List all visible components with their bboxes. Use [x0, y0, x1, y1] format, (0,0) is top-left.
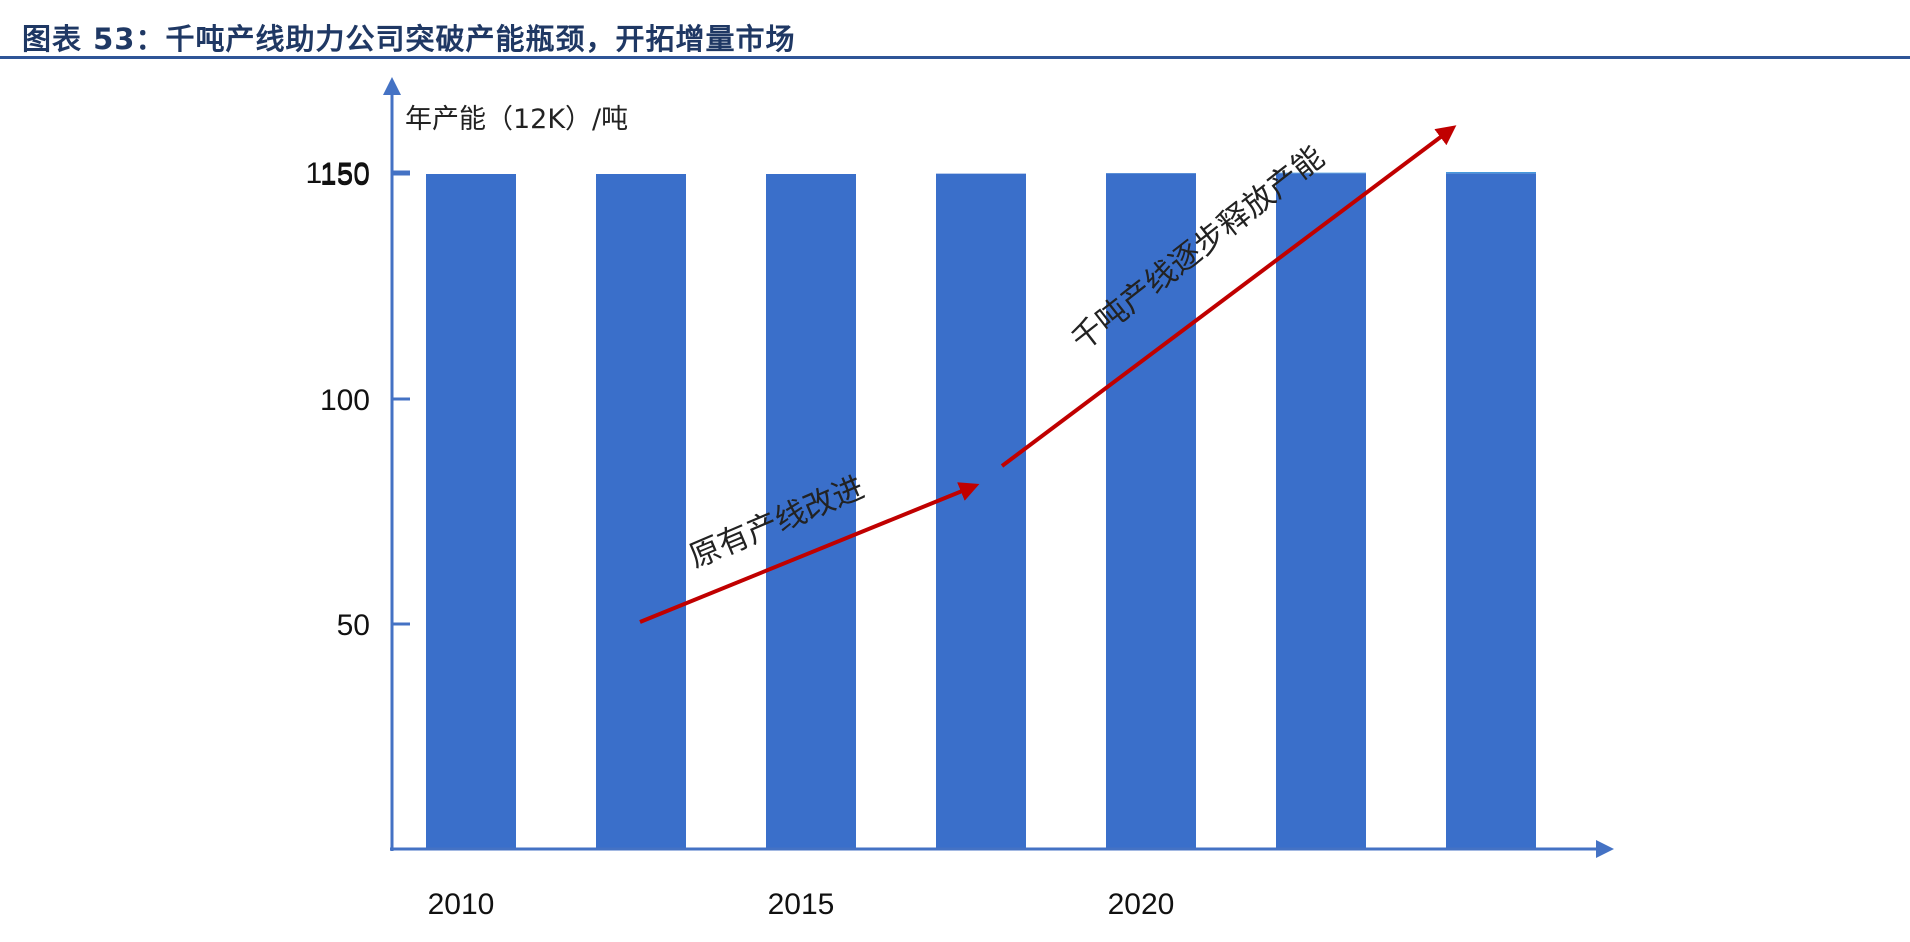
x-tick-label: 2010	[428, 888, 495, 921]
title-rule	[0, 56, 1910, 59]
y-tick-label: 1150	[305, 157, 370, 190]
axes	[383, 77, 1614, 858]
bar-base-0	[426, 174, 516, 849]
bar-base-2	[766, 174, 856, 849]
bars	[426, 172, 1536, 850]
figure-title: 图表 53：千吨产线助力公司突破产能瓶颈，开拓增量市场	[22, 22, 796, 56]
bar-base-4	[1106, 173, 1196, 849]
y-tick-label: 150	[320, 159, 370, 192]
bar-added-5	[1276, 172, 1366, 174]
y-tick-label: 100	[320, 384, 370, 417]
bar-base-5	[1276, 173, 1366, 850]
bar-base-3	[936, 173, 1026, 849]
x-tick-label: 2020	[1108, 888, 1175, 921]
x-ticks: 2010 2015 2020	[428, 888, 1175, 921]
y-tick-label: 50	[337, 609, 370, 642]
arrow-improvement	[639, 482, 980, 624]
y-axis-label: 年产能（12K）/吨	[405, 104, 628, 135]
bar-added-6	[1446, 172, 1536, 174]
figure-header: 图表 53：千吨产线助力公司突破产能瓶颈，开拓增量市场	[0, 0, 1910, 60]
arrow-kiloton-line	[1000, 125, 1457, 468]
x-tick-label: 2015	[768, 888, 835, 921]
bar-base-6	[1446, 173, 1536, 849]
bar-base-1	[596, 174, 686, 849]
